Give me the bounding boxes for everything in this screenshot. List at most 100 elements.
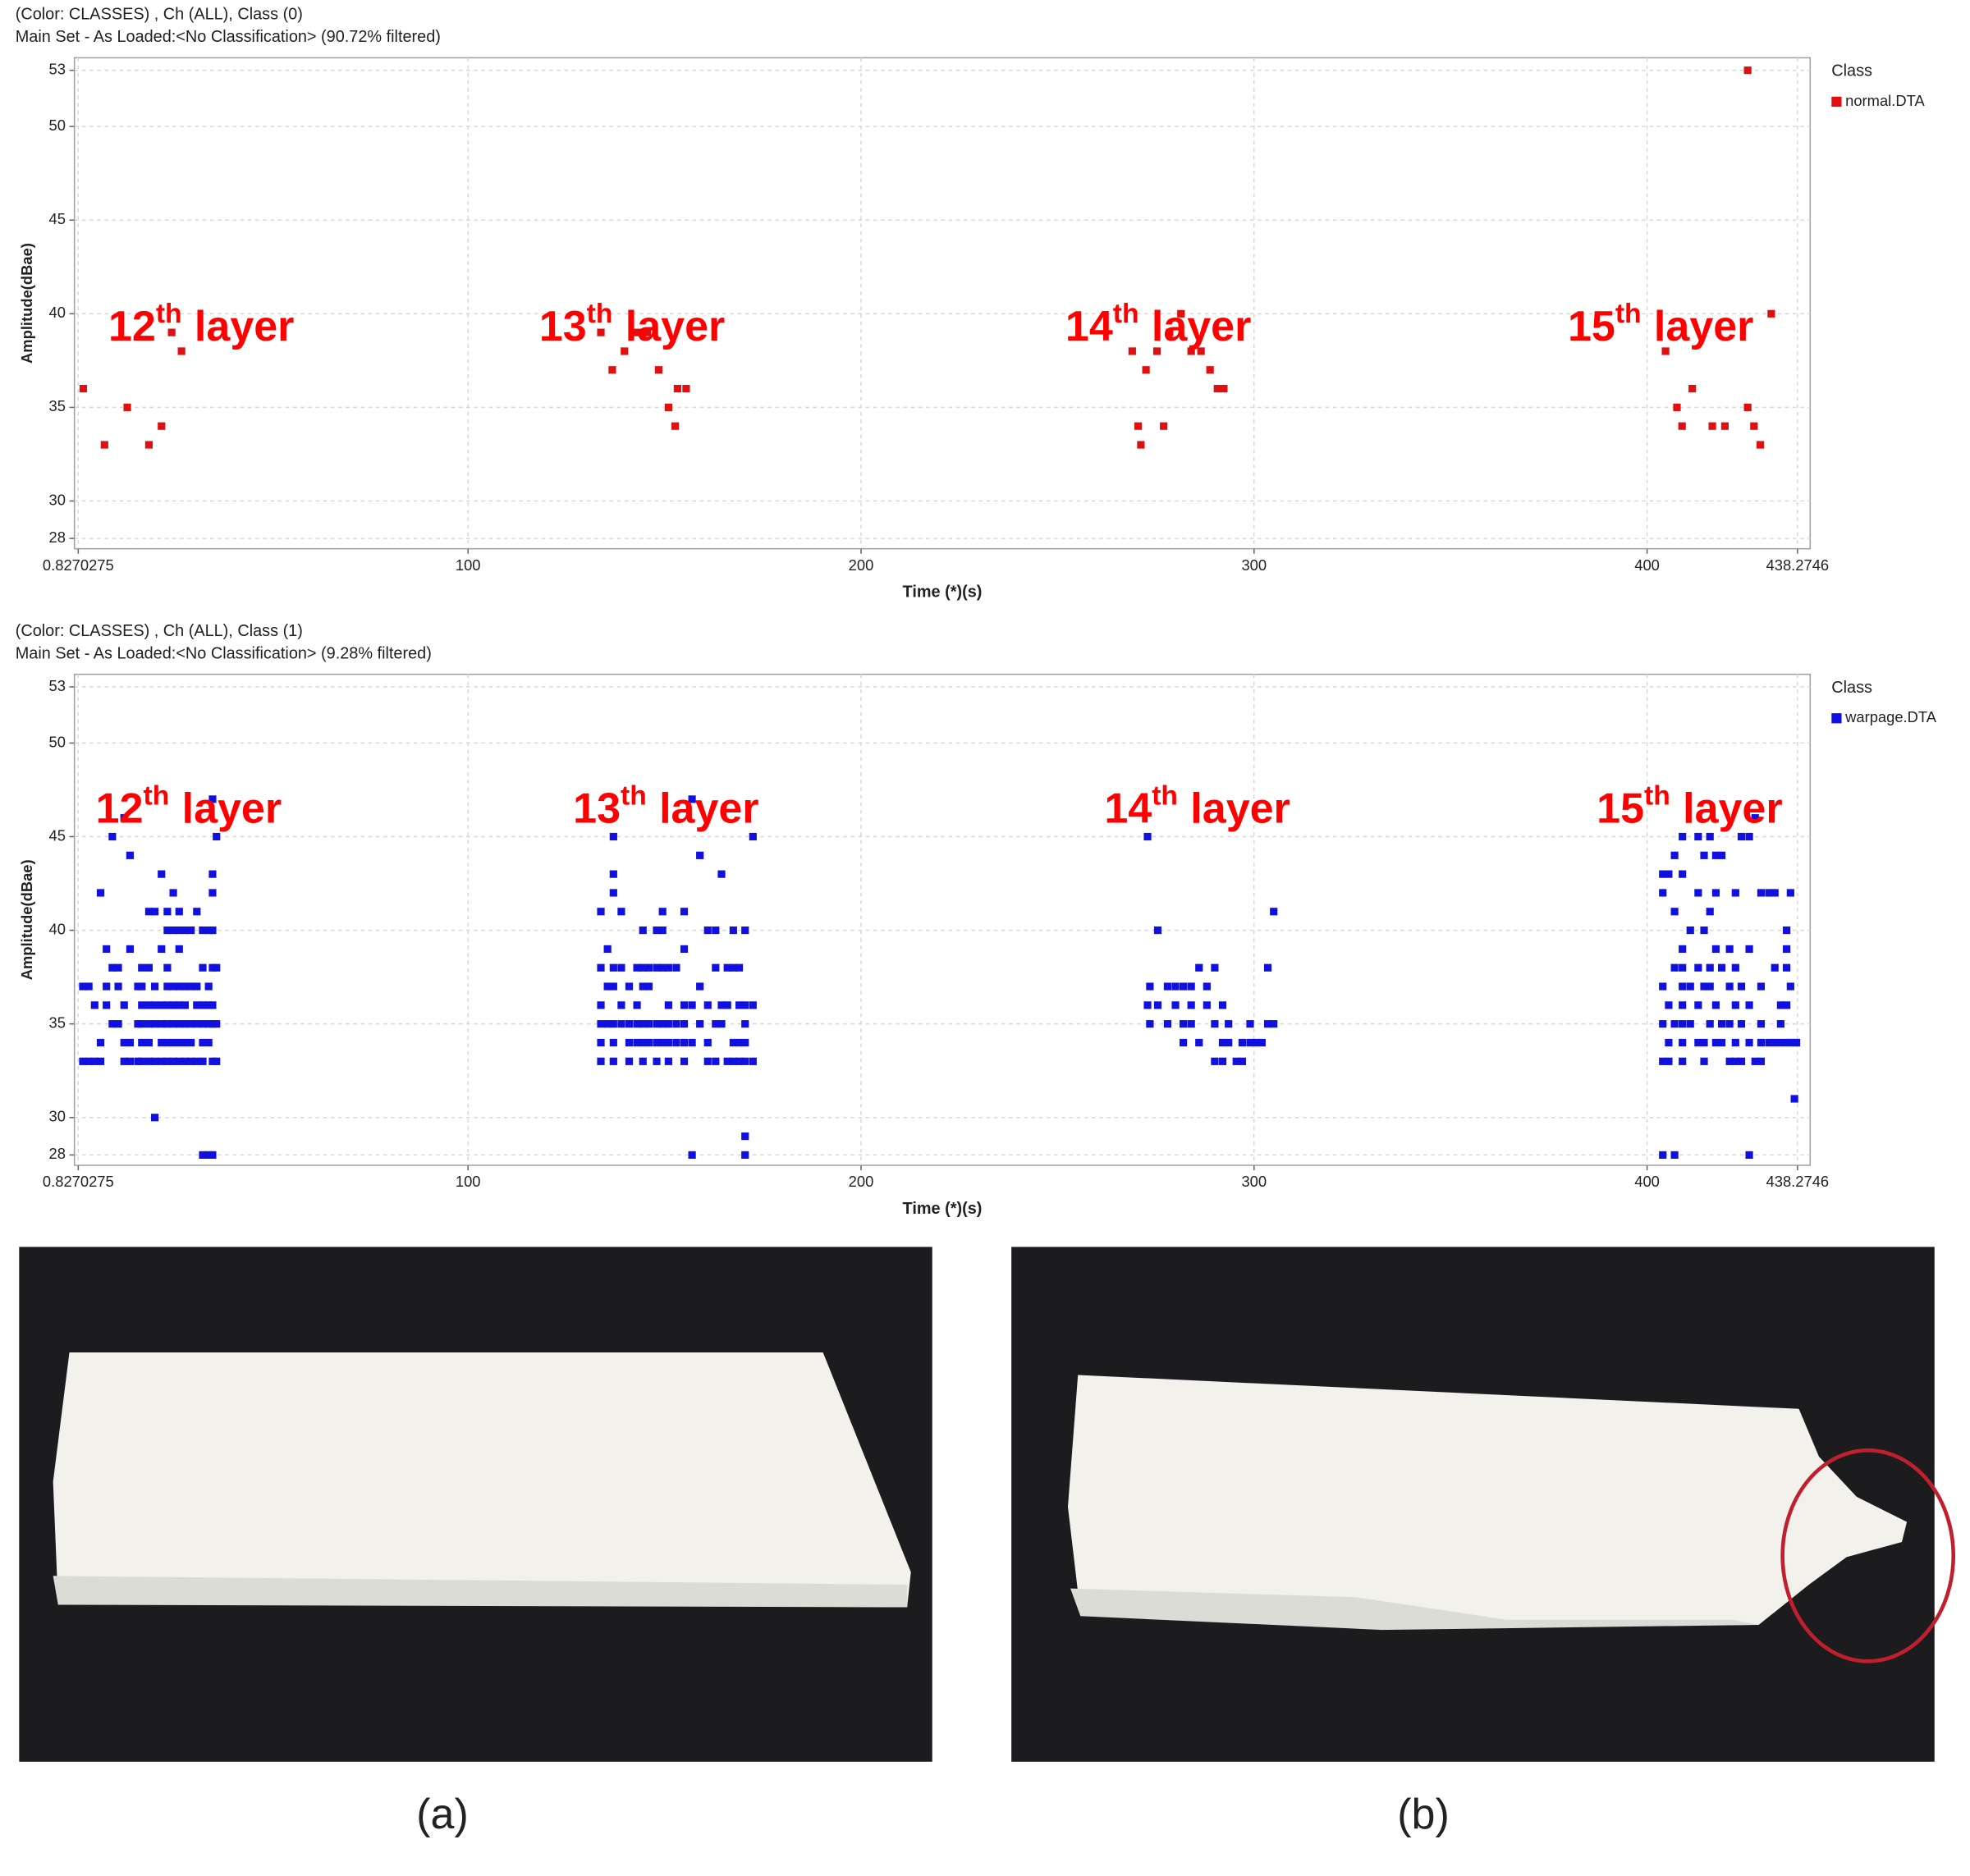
point xyxy=(680,1057,689,1065)
x-tick-label: 200 xyxy=(849,556,874,574)
annotation-word: layer xyxy=(625,303,725,350)
point xyxy=(1211,1057,1219,1065)
point xyxy=(741,1151,749,1159)
annotation: 15th layer xyxy=(1597,781,1782,833)
y-tick-label: 30 xyxy=(49,491,66,508)
point xyxy=(163,1057,172,1065)
point xyxy=(664,963,672,972)
point xyxy=(1792,1038,1801,1047)
point xyxy=(1725,1020,1734,1028)
legend-swatch xyxy=(1831,96,1842,108)
point xyxy=(169,1038,177,1047)
point xyxy=(653,927,661,935)
point xyxy=(1765,1038,1773,1047)
point xyxy=(1137,441,1145,449)
point xyxy=(597,1001,605,1009)
point xyxy=(1679,1001,1687,1009)
point xyxy=(1708,422,1716,430)
annotation: 13th layer xyxy=(539,299,725,350)
chart-subtitle: Main Set - As Loaded:<No Classification>… xyxy=(16,28,441,46)
point xyxy=(673,384,681,393)
point xyxy=(175,1020,183,1028)
point xyxy=(213,832,221,841)
point xyxy=(1258,1038,1266,1047)
x-tick-label: 0.8270275 xyxy=(43,1173,114,1190)
point xyxy=(643,328,652,336)
point xyxy=(204,982,213,991)
point xyxy=(90,1057,98,1065)
point xyxy=(1270,908,1278,916)
point xyxy=(654,366,662,374)
point xyxy=(617,1001,625,1009)
annotation-number: 13 xyxy=(539,303,587,350)
annotation-number: 14 xyxy=(1065,303,1113,350)
x-tick-label: 200 xyxy=(849,1173,874,1190)
point xyxy=(608,366,616,374)
annotation-word: layer xyxy=(1152,303,1251,350)
point xyxy=(653,1038,661,1047)
point xyxy=(609,832,617,841)
annotation-number: 12 xyxy=(96,785,144,832)
point xyxy=(1737,982,1746,991)
point xyxy=(741,1038,749,1047)
point xyxy=(696,982,704,991)
photo-b xyxy=(1011,1247,1956,1762)
point xyxy=(1263,1020,1272,1028)
point xyxy=(181,1057,190,1065)
point xyxy=(723,963,731,972)
annotation-suffix: th xyxy=(1644,781,1670,812)
legend-label: warpage.DTA xyxy=(1844,708,1937,725)
point xyxy=(1700,851,1708,859)
point xyxy=(597,1020,605,1028)
x-tick-label: 300 xyxy=(1241,556,1267,574)
point xyxy=(1757,1038,1766,1047)
point xyxy=(609,1038,617,1047)
point xyxy=(703,1001,712,1009)
point xyxy=(1661,347,1670,355)
point xyxy=(1146,1020,1154,1028)
point xyxy=(644,982,653,991)
legend-swatch xyxy=(1831,713,1842,724)
point xyxy=(1757,889,1766,897)
point xyxy=(1246,1020,1254,1028)
y-tick-label: 53 xyxy=(49,61,66,78)
point xyxy=(126,1057,135,1065)
point xyxy=(144,963,153,972)
chart-title: (Color: CLASSES) , Ch (ALL), Class (1) xyxy=(16,622,303,640)
point xyxy=(1659,870,1667,878)
point xyxy=(653,1057,661,1065)
point xyxy=(1146,982,1154,991)
point xyxy=(680,1001,689,1009)
point xyxy=(617,908,625,916)
annotation-number: 14 xyxy=(1104,785,1152,832)
y-axis-title: Amplitude(dBae) xyxy=(18,243,35,364)
point xyxy=(603,982,612,991)
point xyxy=(199,1001,207,1009)
annotation-word: layer xyxy=(182,785,282,832)
point xyxy=(1670,851,1679,859)
point xyxy=(639,927,647,935)
point xyxy=(658,963,667,972)
point xyxy=(1737,1020,1746,1028)
point xyxy=(1670,1151,1679,1159)
point xyxy=(108,1020,117,1028)
point xyxy=(1142,366,1150,374)
point xyxy=(1220,384,1228,393)
point xyxy=(1717,963,1726,972)
y-tick-label: 53 xyxy=(49,677,66,694)
point xyxy=(1700,982,1708,991)
point xyxy=(664,1020,672,1028)
point xyxy=(712,963,720,972)
annotation-suffix: th xyxy=(1152,781,1178,812)
point xyxy=(1711,889,1720,897)
point xyxy=(1659,1151,1667,1159)
point xyxy=(114,963,122,972)
point xyxy=(158,1057,166,1065)
point xyxy=(144,1038,153,1047)
x-axis-title: Time (*)(s) xyxy=(903,1200,983,1218)
point xyxy=(208,795,217,803)
point xyxy=(204,1038,213,1047)
point xyxy=(1711,945,1720,953)
point xyxy=(1700,1057,1708,1065)
point xyxy=(175,908,183,916)
